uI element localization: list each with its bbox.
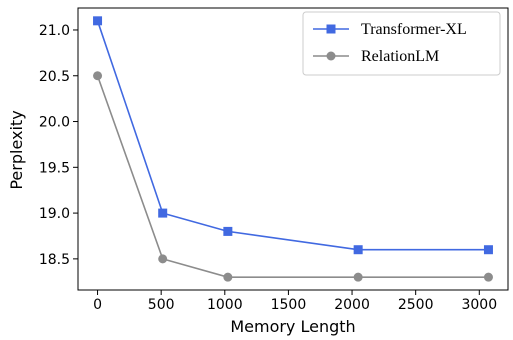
x-tick-label: 2500 — [398, 297, 434, 313]
y-axis-label: Perplexity — [7, 110, 26, 189]
y-tick-label: 19.5 — [39, 160, 70, 176]
legend-label: Transformer-XL — [361, 21, 467, 38]
series-line — [96, 75, 489, 278]
x-axis-label: Memory Length — [230, 317, 355, 336]
legend: Transformer-XL RelationLM — [302, 11, 501, 76]
y-tick-label: 21.0 — [39, 23, 70, 39]
legend-marker — [326, 24, 336, 34]
marker — [483, 272, 493, 282]
marker — [158, 254, 168, 264]
marker — [483, 245, 493, 255]
x-tick-label: 3000 — [461, 297, 497, 313]
x-tick-label: 500 — [148, 297, 175, 313]
y-tick-label: 18.5 — [39, 252, 70, 268]
legend-marker — [326, 51, 336, 61]
marker — [158, 208, 168, 218]
marker — [223, 272, 233, 282]
x-tick-label: 0 — [93, 297, 102, 313]
y-tick-label: 20.5 — [39, 69, 70, 85]
marker — [223, 226, 233, 236]
y-tick-label: 20.0 — [39, 115, 70, 131]
marker — [353, 272, 363, 282]
plot-frame — [77, 7, 509, 291]
marker — [93, 71, 103, 81]
y-tick-label: 19.0 — [39, 206, 70, 222]
legend-label: RelationLM — [361, 48, 439, 65]
x-tick-label: 2000 — [334, 297, 370, 313]
x-tick-label: 1500 — [271, 297, 307, 313]
marker — [93, 16, 103, 26]
x-tick-label: 1000 — [207, 297, 243, 313]
marker — [353, 245, 363, 255]
legend-box — [302, 11, 501, 76]
